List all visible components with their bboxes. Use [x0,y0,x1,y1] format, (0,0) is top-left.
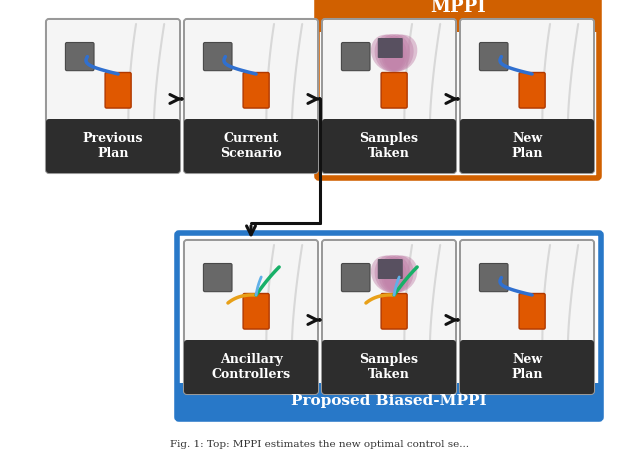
FancyBboxPatch shape [461,20,593,124]
Ellipse shape [378,255,410,293]
FancyBboxPatch shape [461,241,593,345]
FancyBboxPatch shape [204,264,232,292]
Text: Previous
Plan: Previous Plan [83,132,143,160]
FancyBboxPatch shape [381,72,407,108]
FancyBboxPatch shape [184,340,318,394]
FancyBboxPatch shape [479,43,508,71]
FancyBboxPatch shape [65,43,94,71]
FancyBboxPatch shape [460,340,594,394]
Ellipse shape [384,255,417,292]
Text: Fig. 1: Top: MPPI estimates the new optimal control se...: Fig. 1: Top: MPPI estimates the new opti… [170,440,470,449]
FancyBboxPatch shape [322,340,456,394]
FancyBboxPatch shape [322,119,456,173]
FancyBboxPatch shape [185,241,317,345]
FancyBboxPatch shape [177,383,601,421]
FancyBboxPatch shape [46,119,180,173]
FancyBboxPatch shape [323,241,455,345]
FancyBboxPatch shape [460,240,594,394]
FancyBboxPatch shape [460,119,594,173]
FancyBboxPatch shape [317,0,599,32]
Text: Current
Scenario: Current Scenario [220,132,282,160]
FancyBboxPatch shape [204,43,232,71]
Ellipse shape [371,255,404,292]
Text: New
Plan: New Plan [511,353,543,381]
FancyBboxPatch shape [323,20,455,124]
FancyBboxPatch shape [185,20,317,124]
Ellipse shape [371,35,404,71]
Ellipse shape [381,34,413,72]
FancyBboxPatch shape [519,294,545,329]
Text: Proposed Biased-MPPI: Proposed Biased-MPPI [291,394,487,408]
FancyBboxPatch shape [322,19,456,173]
FancyBboxPatch shape [460,19,594,173]
FancyBboxPatch shape [47,20,179,124]
FancyBboxPatch shape [378,38,403,58]
Ellipse shape [381,255,413,293]
Text: Ancillary
Controllers: Ancillary Controllers [211,353,291,381]
FancyBboxPatch shape [184,240,318,394]
FancyBboxPatch shape [184,19,318,173]
Ellipse shape [374,255,407,293]
FancyBboxPatch shape [381,294,407,329]
FancyBboxPatch shape [519,72,545,108]
FancyBboxPatch shape [184,119,318,173]
FancyBboxPatch shape [378,259,403,279]
Text: MPPI: MPPI [430,0,486,16]
FancyBboxPatch shape [341,43,370,71]
Ellipse shape [384,35,417,71]
FancyBboxPatch shape [46,19,180,173]
Text: New
Plan: New Plan [511,132,543,160]
FancyBboxPatch shape [479,264,508,292]
Ellipse shape [374,34,407,72]
FancyBboxPatch shape [243,294,269,329]
FancyBboxPatch shape [105,72,131,108]
FancyBboxPatch shape [322,240,456,394]
Text: Samples
Taken: Samples Taken [360,132,419,160]
Ellipse shape [378,34,410,72]
FancyBboxPatch shape [243,72,269,108]
Text: Samples
Taken: Samples Taken [360,353,419,381]
FancyBboxPatch shape [341,264,370,292]
